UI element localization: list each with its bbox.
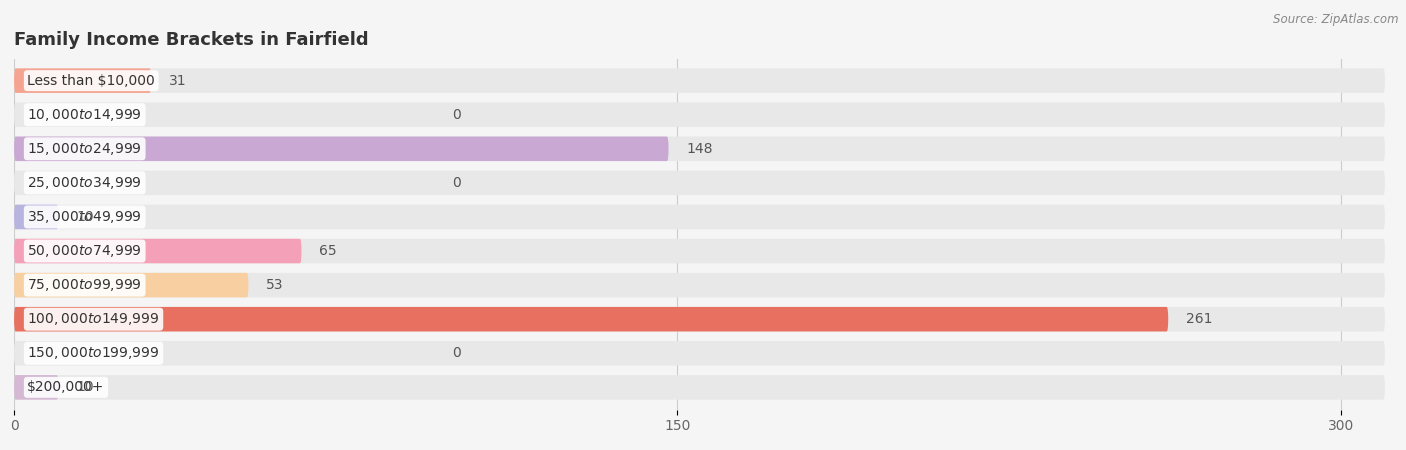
Text: $50,000 to $74,999: $50,000 to $74,999 [27,243,142,259]
FancyBboxPatch shape [14,136,668,161]
Text: 10: 10 [76,210,94,224]
Text: 53: 53 [266,278,284,292]
Text: 261: 261 [1185,312,1212,326]
FancyBboxPatch shape [14,273,1385,297]
Text: 0: 0 [451,176,461,190]
FancyBboxPatch shape [14,103,1385,127]
FancyBboxPatch shape [14,375,1385,400]
FancyBboxPatch shape [14,375,58,400]
FancyBboxPatch shape [14,136,1385,161]
FancyBboxPatch shape [14,307,1385,332]
Text: $150,000 to $199,999: $150,000 to $199,999 [27,345,160,361]
Text: $35,000 to $49,999: $35,000 to $49,999 [27,209,142,225]
Text: $25,000 to $34,999: $25,000 to $34,999 [27,175,142,191]
Text: 10: 10 [76,380,94,394]
Text: Less than $10,000: Less than $10,000 [27,74,155,88]
FancyBboxPatch shape [14,239,301,263]
Text: 148: 148 [686,142,713,156]
FancyBboxPatch shape [14,68,152,93]
Text: $10,000 to $14,999: $10,000 to $14,999 [27,107,142,123]
Text: 31: 31 [169,74,187,88]
FancyBboxPatch shape [14,205,1385,229]
FancyBboxPatch shape [14,171,1385,195]
FancyBboxPatch shape [14,341,1385,365]
FancyBboxPatch shape [14,239,1385,263]
Text: 0: 0 [451,346,461,360]
FancyBboxPatch shape [14,307,1168,332]
FancyBboxPatch shape [14,68,1385,93]
FancyBboxPatch shape [14,273,249,297]
Text: Source: ZipAtlas.com: Source: ZipAtlas.com [1274,14,1399,27]
Text: 0: 0 [451,108,461,122]
FancyBboxPatch shape [14,205,58,229]
Text: $100,000 to $149,999: $100,000 to $149,999 [27,311,160,327]
Text: $15,000 to $24,999: $15,000 to $24,999 [27,141,142,157]
Text: $200,000+: $200,000+ [27,380,104,394]
Text: Family Income Brackets in Fairfield: Family Income Brackets in Fairfield [14,31,368,49]
Text: $75,000 to $99,999: $75,000 to $99,999 [27,277,142,293]
Text: 65: 65 [319,244,337,258]
